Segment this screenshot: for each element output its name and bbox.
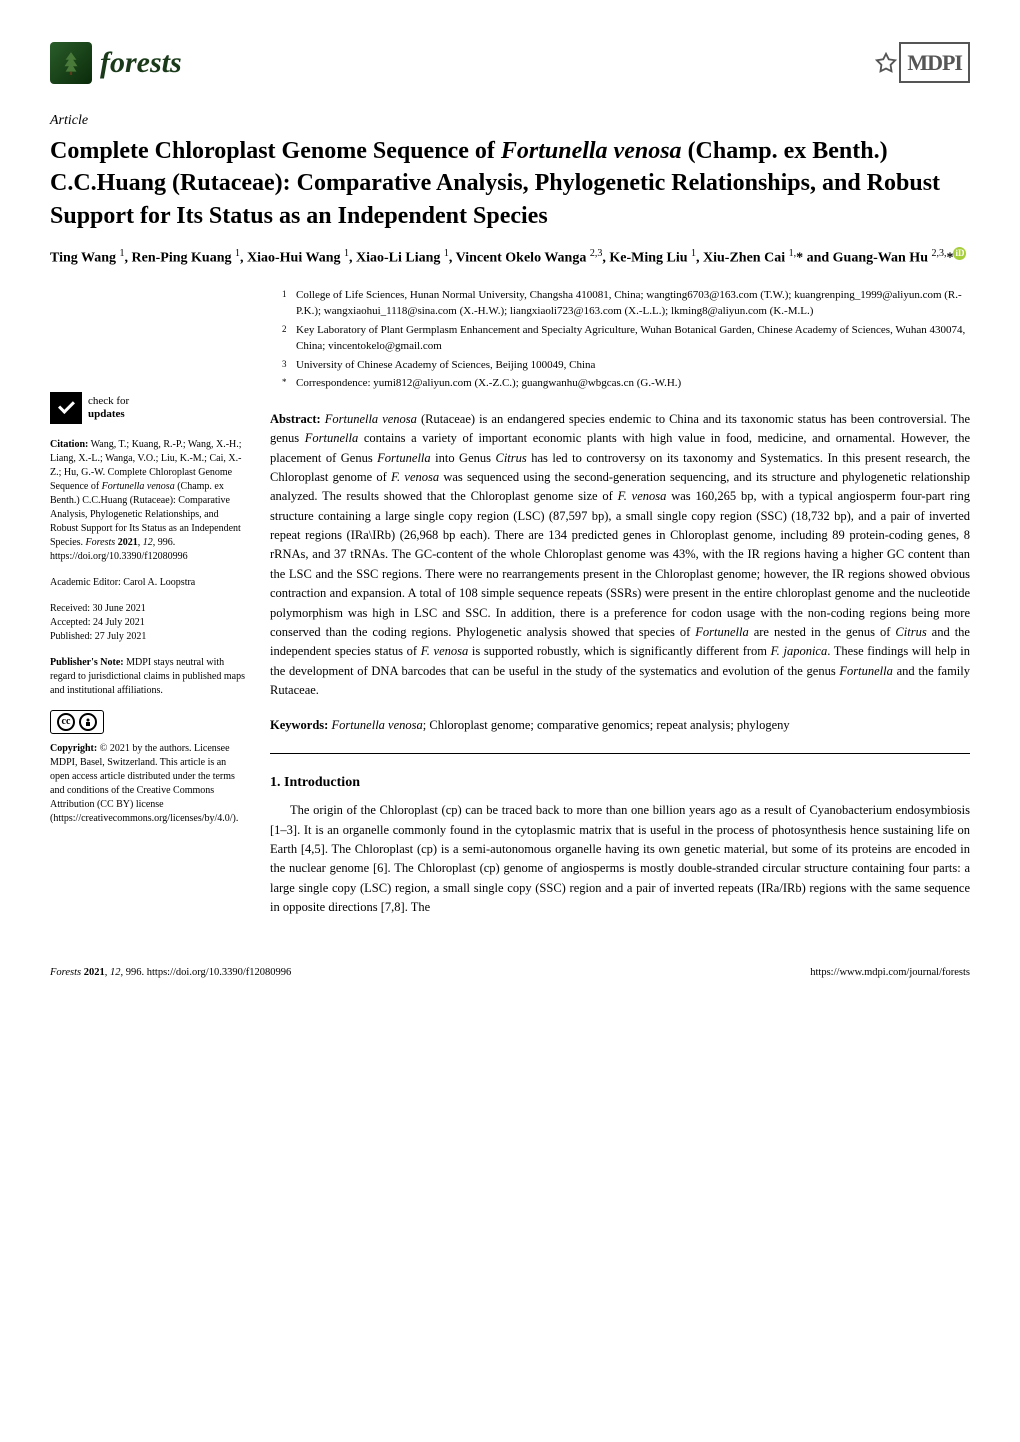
abstract: Abstract: Fortunella venosa (Rutaceae) i… bbox=[270, 410, 970, 701]
check-updates-text: check forupdates bbox=[88, 395, 129, 421]
publisher-name: MDPI bbox=[899, 42, 970, 83]
tree-icon bbox=[50, 42, 92, 84]
publisher-logo: MDPI bbox=[875, 42, 970, 83]
page-header: forests MDPI bbox=[50, 40, 970, 85]
by-icon bbox=[79, 713, 97, 731]
cc-license-badge[interactable]: cc bbox=[50, 710, 104, 734]
divider bbox=[270, 753, 970, 754]
check-updates-badge[interactable]: check forupdates bbox=[50, 392, 245, 424]
copyright-block: Copyright: © 2021 by the authors. Licens… bbox=[50, 742, 245, 826]
affiliations-list: 1College of Life Sciences, Hunan Normal … bbox=[270, 287, 970, 392]
check-icon bbox=[50, 392, 82, 424]
academic-editor: Academic Editor: Carol A. Loopstra bbox=[50, 576, 245, 590]
section-1-title: 1. Introduction bbox=[270, 772, 970, 793]
footer-left: Forests 2021, 12, 996. https://doi.org/1… bbox=[50, 965, 291, 981]
authors-line: Ting Wang 1, Ren-Ping Kuang 1, Xiao-Hui … bbox=[50, 246, 970, 269]
affiliation-1: 1College of Life Sciences, Hunan Normal … bbox=[282, 287, 970, 320]
orcid-icon: iD bbox=[953, 247, 966, 260]
publisher-note: Publisher's Note: MDPI stays neutral wit… bbox=[50, 656, 245, 698]
main-column: 1College of Life Sciences, Hunan Normal … bbox=[270, 287, 970, 918]
article-dates: Received: 30 June 2021 Accepted: 24 July… bbox=[50, 602, 245, 644]
cc-icon: cc bbox=[57, 713, 75, 731]
article-title: Complete Chloroplast Genome Sequence of … bbox=[50, 135, 970, 232]
affiliation-2: 2Key Laboratory of Plant Germplasm Enhan… bbox=[282, 322, 970, 355]
publisher-icon bbox=[875, 52, 897, 74]
journal-name: forests bbox=[100, 40, 182, 85]
correspondence: *Correspondence: yumi812@aliyun.com (X.-… bbox=[282, 375, 970, 392]
page-footer: Forests 2021, 12, 996. https://doi.org/1… bbox=[50, 957, 970, 981]
keywords: Keywords: Fortunella venosa; Chloroplast… bbox=[270, 716, 970, 735]
introduction-paragraph: The origin of the Chloroplast (cp) can b… bbox=[270, 801, 970, 917]
sidebar: check forupdates Citation: Wang, T.; Kua… bbox=[50, 287, 245, 918]
citation-block: Citation: Wang, T.; Kuang, R.-P.; Wang, … bbox=[50, 438, 245, 564]
affiliation-3: 3University of Chinese Academy of Scienc… bbox=[282, 357, 970, 374]
journal-logo: forests bbox=[50, 40, 182, 85]
footer-right[interactable]: https://www.mdpi.com/journal/forests bbox=[810, 965, 970, 981]
article-type: Article bbox=[50, 110, 970, 131]
